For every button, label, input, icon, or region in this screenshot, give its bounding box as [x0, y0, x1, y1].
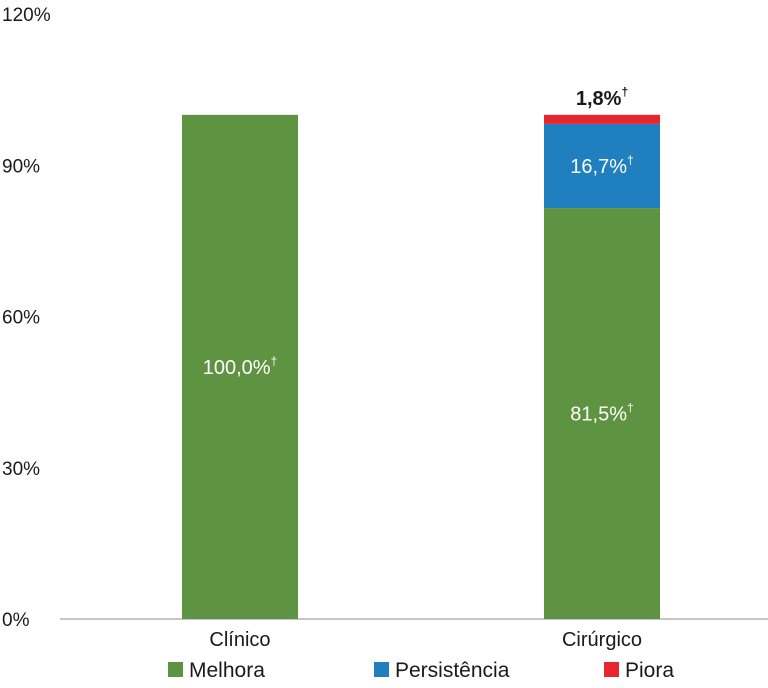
data-label: 100,0%†	[203, 354, 278, 379]
data-label-marker: †	[271, 354, 278, 368]
legend-swatch	[374, 662, 389, 677]
legend-label: Melhora	[189, 659, 265, 682]
bar-segment-persistência	[544, 123, 660, 209]
data-label: 16,7%†	[570, 153, 633, 178]
x-axis: Clínico Cirúrgico	[209, 629, 642, 651]
legend-label: Persistência	[395, 659, 510, 682]
data-labels: 100,0%†81,5%†16,7%†1,8%†	[203, 85, 634, 426]
data-label-value: 1,8%	[576, 88, 622, 110]
data-label: 1,8%†	[576, 85, 628, 110]
data-label-value: 16,7%	[570, 156, 627, 178]
legend-item: Piora	[604, 659, 674, 682]
legend-label: Piora	[625, 659, 674, 682]
bar-segment-piora	[544, 114, 660, 124]
data-label-value: 81,5%	[570, 404, 627, 426]
y-tick-label: 30%	[2, 459, 40, 480]
data-label-marker: †	[621, 85, 628, 99]
data-label-marker: †	[627, 153, 634, 167]
y-tick-label: 60%	[2, 308, 40, 329]
legend-item: Persistência	[374, 659, 510, 682]
bar-segment-melhora	[182, 114, 298, 619]
data-label-value: 100,0%	[203, 357, 271, 379]
y-tick-label: 90%	[2, 156, 40, 177]
bars	[182, 114, 660, 619]
legend: Melhora Persistência Piora	[168, 659, 674, 682]
legend-swatch	[168, 662, 183, 677]
x-tick-label: Clínico	[209, 629, 270, 651]
legend-item: Melhora	[168, 659, 265, 682]
x-tick-label: Cirúrgico	[562, 629, 642, 651]
y-tick-label: 120%	[2, 5, 51, 26]
legend-swatch	[604, 662, 619, 677]
bar-segment-melhora	[544, 208, 660, 619]
data-label-marker: †	[627, 401, 634, 415]
y-tick-label: 0%	[2, 610, 30, 631]
data-label: 81,5%†	[570, 401, 633, 426]
y-axis: 0% 30% 60% 90% 120%	[2, 5, 768, 631]
